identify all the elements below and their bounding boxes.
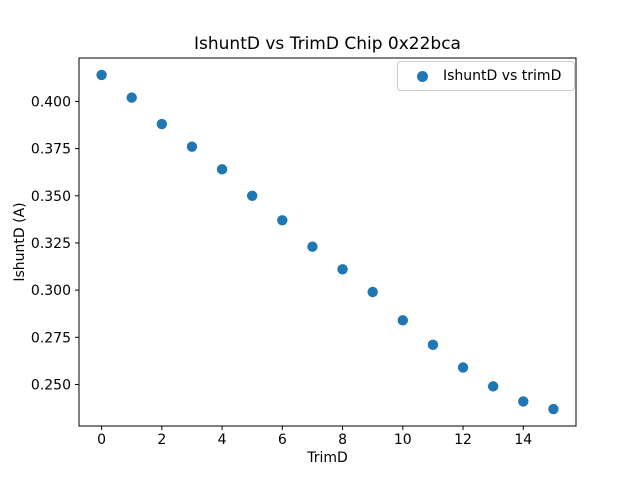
x-axis-label: TrimD xyxy=(307,450,348,466)
data-point xyxy=(277,215,288,226)
data-point xyxy=(307,241,318,252)
legend: IshuntD vs trimD xyxy=(397,61,575,91)
x-tick-label: 0 xyxy=(97,432,106,448)
data-point xyxy=(126,92,137,103)
x-tick-label: 4 xyxy=(218,432,227,448)
data-point xyxy=(548,403,559,415)
data-point xyxy=(186,141,198,152)
data-point xyxy=(427,339,439,351)
data-point xyxy=(518,396,529,407)
axes-spines xyxy=(78,57,577,427)
data-point xyxy=(156,118,168,130)
x-tick-label: 8 xyxy=(338,432,347,448)
data-point xyxy=(397,315,409,326)
y-tick-label: 0.250 xyxy=(31,377,71,393)
data-point xyxy=(367,286,378,298)
x-tick-label: 14 xyxy=(514,432,532,448)
data-point xyxy=(246,190,258,201)
y-tick-label: 0.300 xyxy=(31,283,71,299)
legend-label: IshuntD vs trimD xyxy=(443,68,562,84)
y-axis-label: IshuntD (A) xyxy=(12,202,28,282)
y-tick-label: 0.375 xyxy=(31,142,71,158)
x-tick-label: 6 xyxy=(278,432,287,448)
y-tick-label: 0.350 xyxy=(31,189,71,205)
x-tick-label: 10 xyxy=(394,432,412,448)
chart-title: IshuntD vs TrimD Chip 0x22bca xyxy=(194,34,461,54)
y-tick-label: 0.400 xyxy=(31,94,71,110)
data-point xyxy=(457,362,469,373)
y-tick-label: 0.275 xyxy=(31,330,71,346)
data-point xyxy=(487,381,499,392)
data-point xyxy=(96,69,107,81)
x-tick-label: 2 xyxy=(157,432,166,448)
data-point xyxy=(337,264,348,275)
x-tick-label: 12 xyxy=(454,432,472,448)
legend-marker-dot xyxy=(417,70,428,82)
data-point xyxy=(216,164,228,175)
y-tick-label: 0.325 xyxy=(31,236,71,252)
